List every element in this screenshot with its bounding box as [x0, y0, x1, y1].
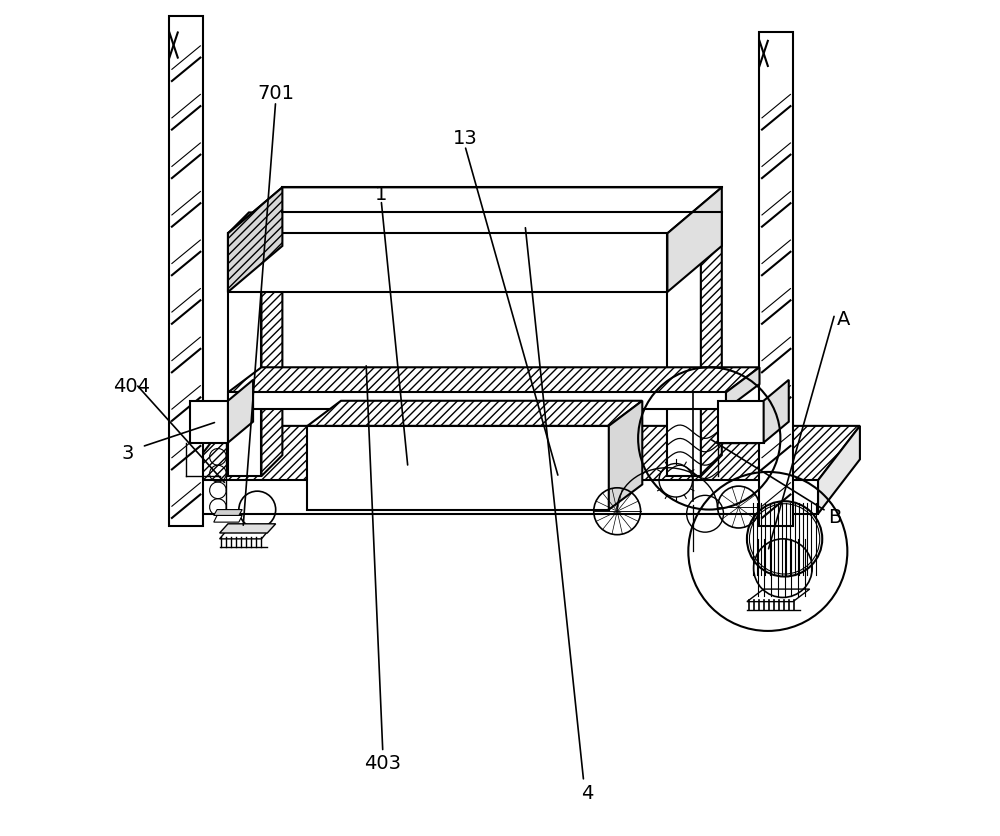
Text: 1: 1 [375, 185, 387, 203]
Polygon shape [667, 188, 722, 293]
Polygon shape [609, 401, 642, 510]
Polygon shape [307, 426, 609, 510]
Polygon shape [726, 368, 759, 410]
Polygon shape [220, 529, 270, 539]
Text: A: A [836, 310, 850, 329]
Text: 404: 404 [113, 377, 150, 395]
Polygon shape [182, 426, 860, 481]
Polygon shape [667, 213, 722, 234]
Polygon shape [228, 368, 759, 393]
Text: 13: 13 [452, 129, 477, 147]
Polygon shape [228, 380, 253, 443]
Text: 4: 4 [581, 783, 593, 802]
Text: B: B [828, 507, 841, 526]
Polygon shape [307, 401, 642, 426]
Polygon shape [261, 213, 282, 477]
Polygon shape [228, 188, 722, 234]
Polygon shape [228, 213, 282, 234]
Polygon shape [747, 589, 810, 602]
Polygon shape [190, 401, 228, 443]
Polygon shape [667, 234, 701, 477]
Polygon shape [228, 188, 282, 293]
Polygon shape [220, 524, 276, 533]
Text: 403: 403 [364, 753, 401, 772]
Text: 701: 701 [257, 84, 294, 103]
Polygon shape [228, 234, 261, 477]
Polygon shape [214, 510, 242, 516]
Polygon shape [228, 234, 667, 293]
Polygon shape [701, 213, 722, 477]
Text: 3: 3 [121, 444, 134, 462]
Polygon shape [169, 17, 203, 527]
Polygon shape [214, 516, 242, 522]
Polygon shape [718, 401, 764, 443]
Polygon shape [182, 481, 818, 514]
Polygon shape [764, 380, 789, 443]
Polygon shape [228, 393, 726, 410]
Polygon shape [818, 426, 860, 514]
Polygon shape [759, 33, 793, 527]
